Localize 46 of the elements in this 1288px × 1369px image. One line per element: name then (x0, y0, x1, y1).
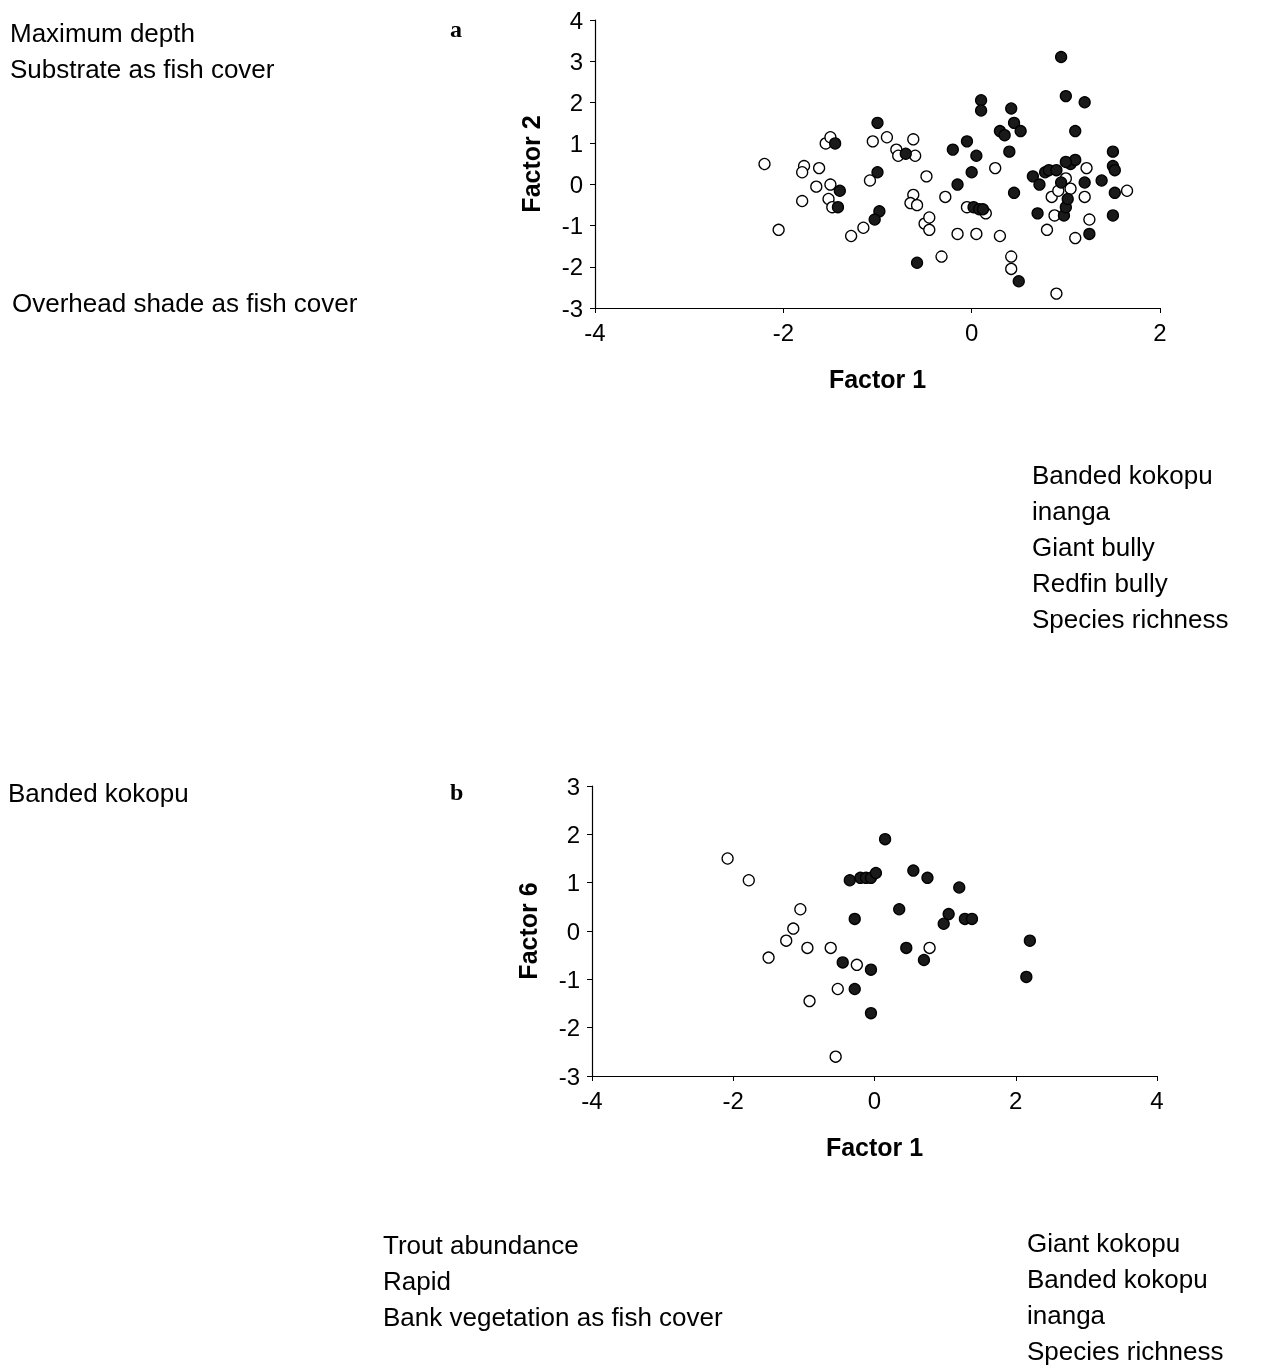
text: Overhead shade as fish cover (12, 288, 358, 318)
text: Redfin bully (1032, 568, 1168, 598)
text: Bank vegetation as fish cover (383, 1302, 723, 1332)
text: Species richness (1027, 1336, 1224, 1366)
y-tick-label: 0 (566, 917, 580, 945)
text: Trout abundance (383, 1230, 579, 1260)
y-tick-label: 2 (569, 88, 583, 116)
text: Banded kokopu (1032, 460, 1213, 490)
y-tick-label: 1 (569, 129, 583, 157)
text: inanga (1032, 496, 1111, 526)
y-tick-label: -3 (558, 1062, 580, 1090)
text: Species richness (1032, 604, 1229, 634)
x-tick-label: 2 (1153, 318, 1167, 346)
x-tick-label: 0 (964, 318, 979, 346)
text: Maximum depth (10, 18, 195, 48)
y-tick-label: 3 (569, 47, 583, 75)
text: Banded kokopu (1027, 1264, 1208, 1294)
y-tick-label: 1 (566, 869, 580, 897)
x-axis-title: Factor 1 (825, 1132, 924, 1161)
x-tick-label: 4 (1150, 1086, 1164, 1114)
y-tick-label: -1 (561, 212, 583, 240)
y-tick-label: 2 (566, 820, 580, 848)
y-axis-title: Factor 6 (513, 882, 542, 980)
text: Banded kokopu (8, 778, 189, 808)
y-tick-label: -2 (561, 253, 583, 281)
text: Giant bully (1032, 532, 1155, 562)
x-tick-label: 2 (1009, 1086, 1023, 1114)
x-tick-label: -4 (581, 1086, 603, 1114)
y-tick-label: -3 (561, 294, 583, 322)
text: Rapid (383, 1266, 451, 1296)
y-tick-label: 3 (566, 772, 580, 800)
x-tick-label: 0 (867, 1086, 882, 1114)
chart-title: b (450, 779, 464, 805)
y-tick-label: -2 (558, 1014, 580, 1042)
y-tick-label: 0 (569, 171, 583, 199)
x-axis-title: Factor 1 (828, 364, 927, 393)
y-axis-title: Factor 2 (516, 115, 545, 213)
chart-title: a (450, 16, 462, 42)
x-tick-label: -4 (584, 318, 606, 346)
text: inanga (1027, 1300, 1106, 1330)
x-tick-label: -2 (772, 318, 795, 346)
x-tick-label: -2 (722, 1086, 744, 1114)
text: Giant kokopu (1027, 1228, 1181, 1258)
y-tick-label: 4 (569, 6, 583, 34)
text: Substrate as fish cover (10, 54, 275, 84)
y-tick-label: -1 (558, 965, 580, 993)
